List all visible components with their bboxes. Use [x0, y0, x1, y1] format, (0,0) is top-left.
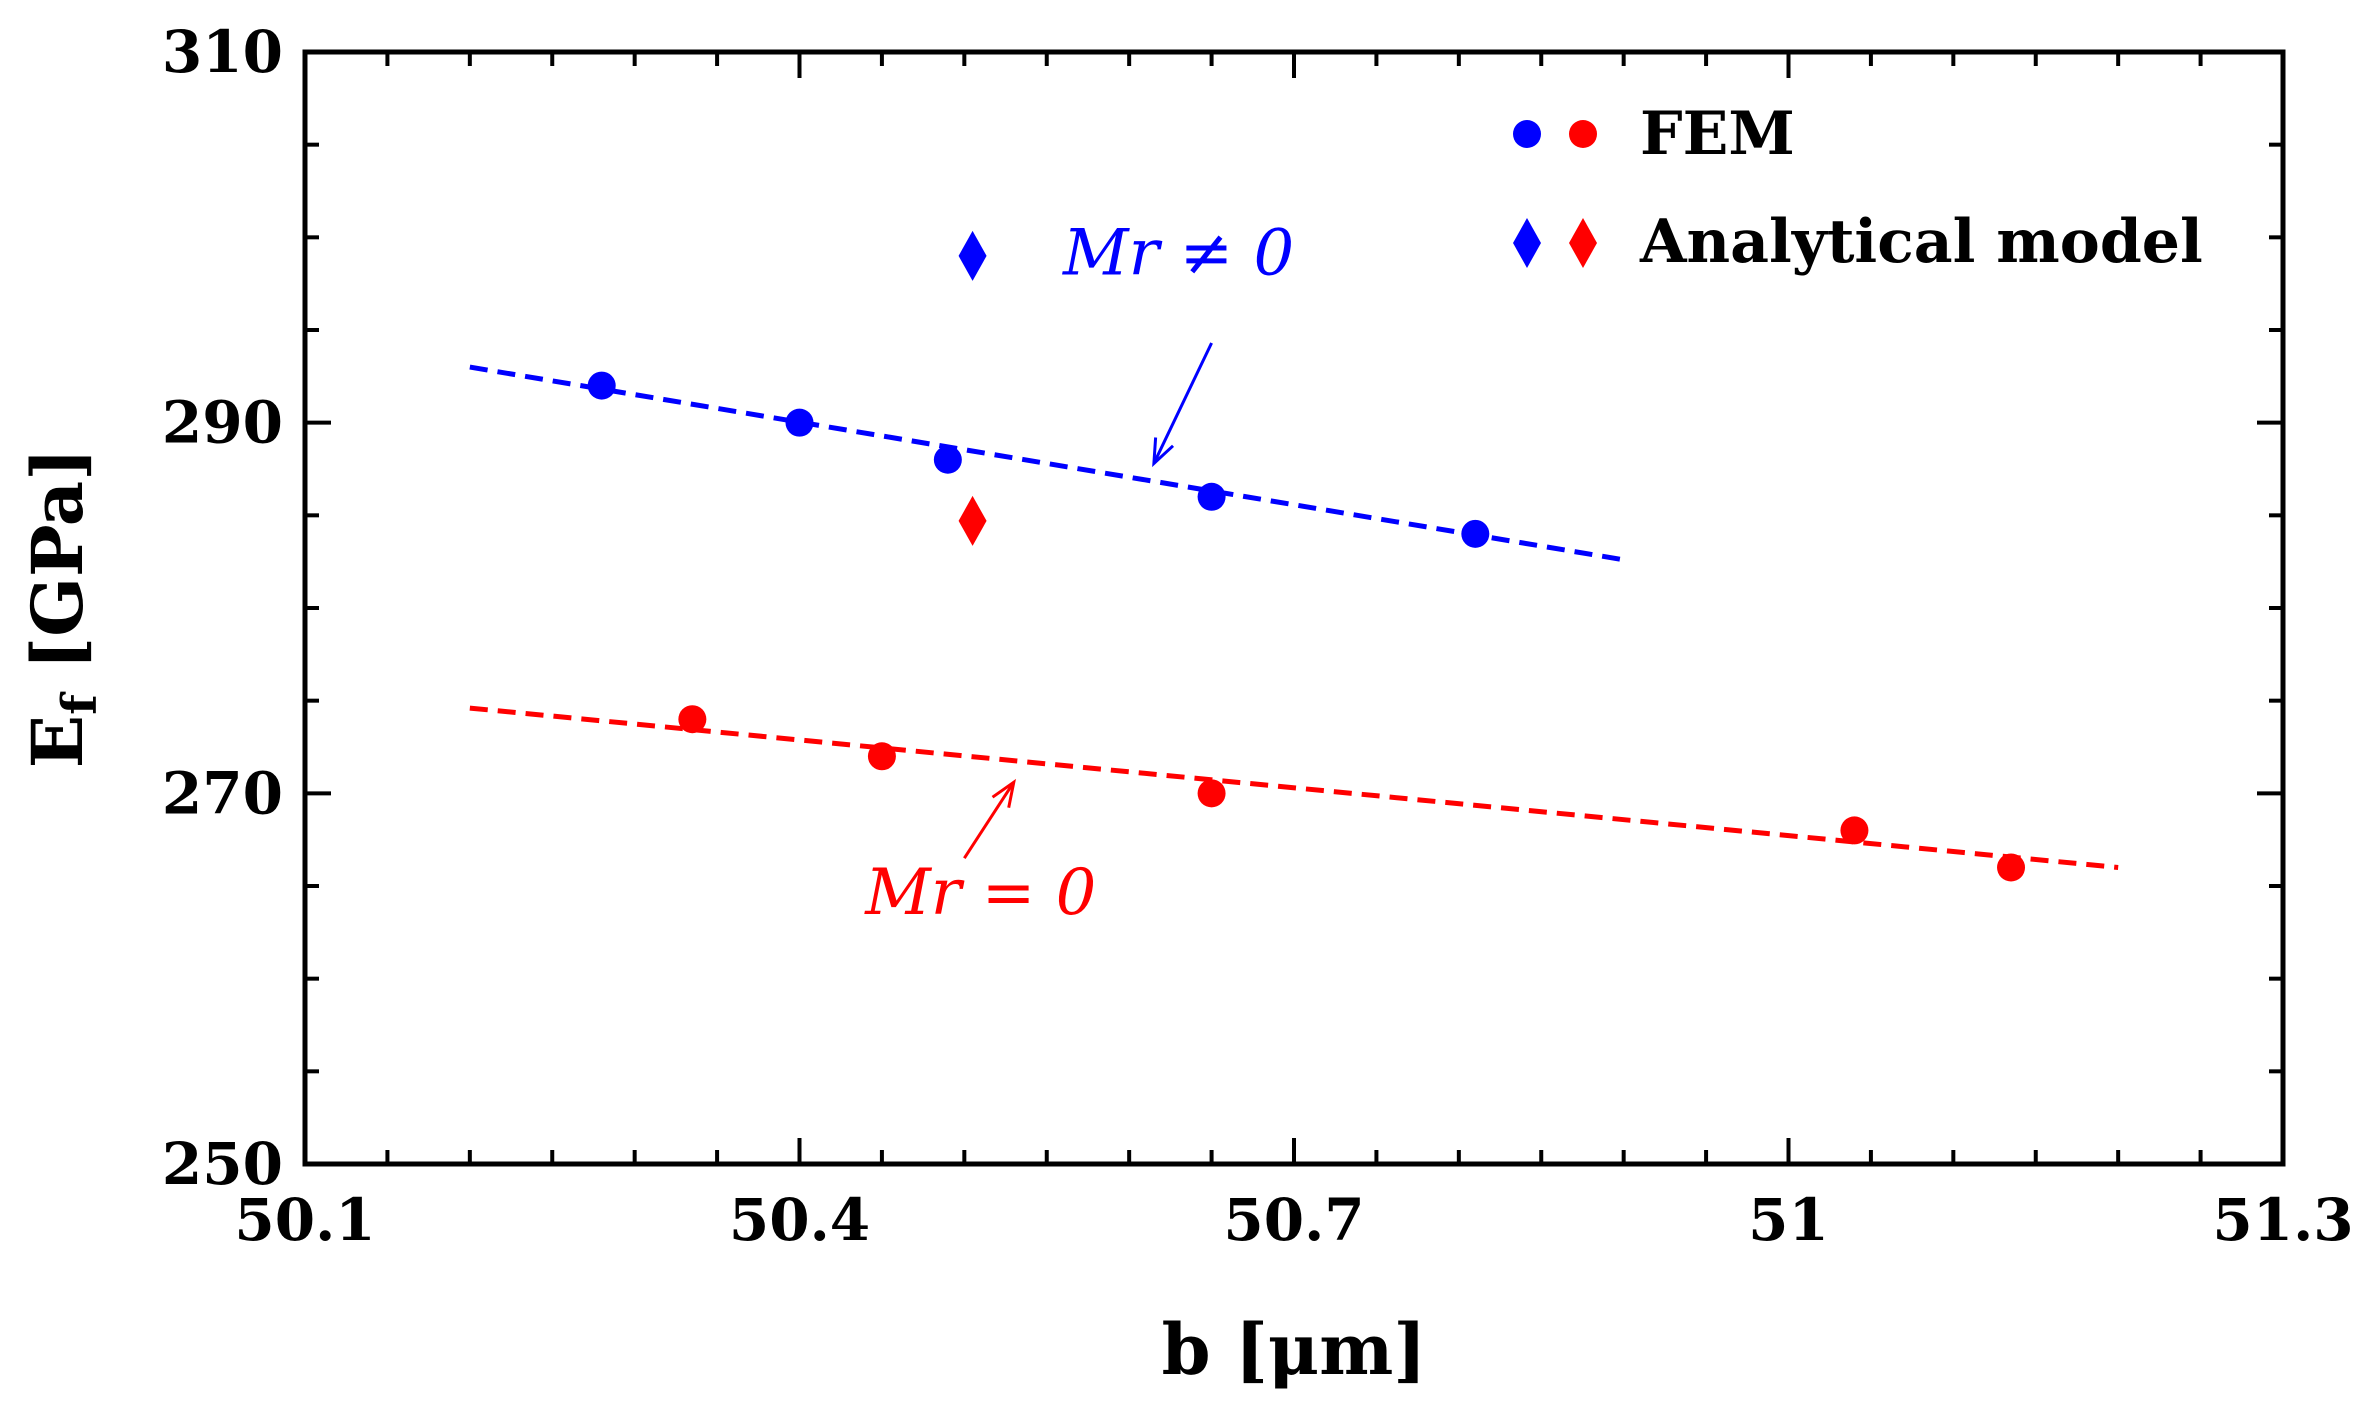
- y-axis-title-unit: [GPa]: [16, 448, 99, 670]
- fit-line: [469, 705, 2119, 870]
- y-axis-title-main: E: [16, 715, 99, 768]
- y-tick-label: 290: [162, 389, 283, 457]
- y-axis-title-sub: f: [52, 691, 108, 715]
- legend-analytical-label: Analytical model: [1639, 207, 2203, 277]
- data-points: [587, 230, 2026, 882]
- fem-point: [1197, 482, 1226, 511]
- fit-line: [469, 364, 1625, 563]
- y-tick-label: 270: [162, 759, 283, 827]
- x-tick-label: 50.4: [729, 1186, 870, 1254]
- y-tick-label: 310: [162, 18, 283, 86]
- annotations: Mr ≠ 0 Mr = 0: [864, 216, 1294, 929]
- x-axis-title: b [μm]: [1162, 1308, 1427, 1391]
- annotation-mr-zero: Mr = 0: [864, 856, 1096, 930]
- legend-analytical-blue-marker: [1513, 218, 1541, 268]
- legend-analytical-red-marker: [1569, 218, 1597, 268]
- y-tick-label: 250: [162, 1130, 283, 1198]
- x-tick-label: 50.1: [234, 1186, 375, 1254]
- analytical-point: [958, 230, 987, 281]
- fem-point: [587, 371, 616, 400]
- legend-fem-blue-marker: [1513, 120, 1541, 148]
- x-tick-label: 50.7: [1223, 1186, 1364, 1254]
- fem-point: [1461, 519, 1490, 548]
- svg-text:Ef [GPa]: Ef [GPa]: [16, 448, 108, 769]
- fem-point: [1997, 853, 2026, 882]
- tick-labels: 50.1 50.4 50.7 51 51.3 250 270 290 310: [162, 18, 2354, 1254]
- legend-fem-red-marker: [1569, 120, 1597, 148]
- annotation-arrow-head: [1152, 437, 1175, 468]
- annotation-arrow-shaft: [963, 781, 1016, 860]
- y-axis-title: Ef [GPa]: [16, 448, 108, 769]
- fem-point: [1840, 816, 1869, 845]
- fit-lines: [469, 364, 2119, 870]
- fem-point: [867, 742, 896, 771]
- annotation-mr-nonzero: Mr ≠ 0: [1062, 216, 1294, 290]
- fem-point: [678, 705, 707, 734]
- legend: FEM Analytical model: [1513, 99, 2203, 277]
- annotation-arrow-head: [991, 778, 1016, 809]
- fem-point: [933, 445, 962, 474]
- x-tick-label: 51: [1748, 1186, 1829, 1254]
- legend-fem-label: FEM: [1640, 99, 1795, 169]
- analytical-point: [958, 495, 987, 546]
- x-tick-label: 51.3: [2212, 1186, 2353, 1254]
- annotation-arrow-shaft: [1152, 342, 1213, 465]
- fem-point: [785, 408, 814, 437]
- fem-point: [1197, 779, 1226, 808]
- plot-frame: [302, 49, 2286, 1167]
